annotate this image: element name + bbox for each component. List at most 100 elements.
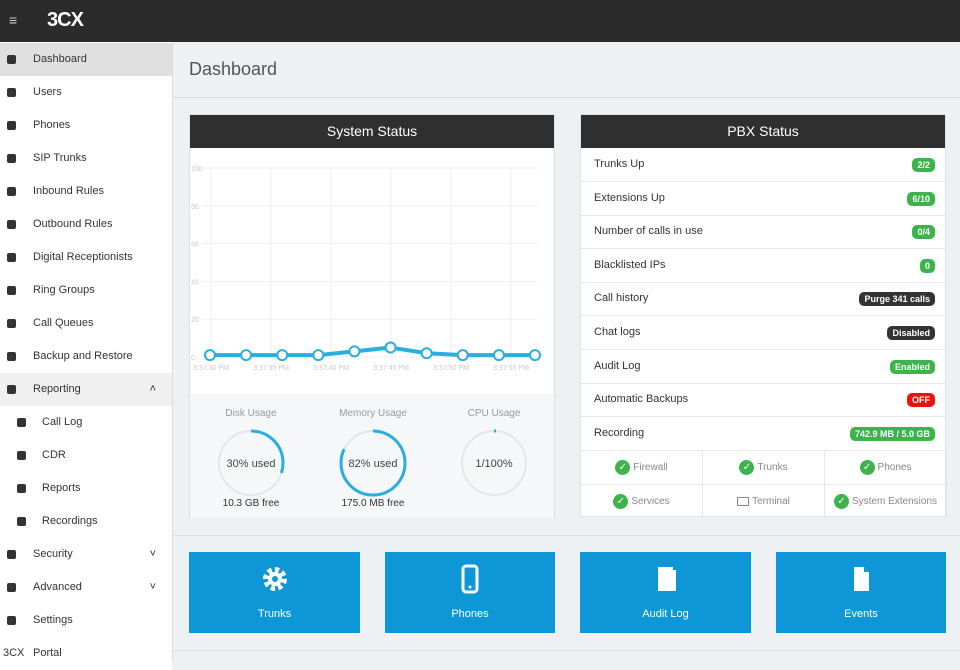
- nav-label: Inbound Rules: [33, 185, 104, 197]
- gauge-label: Memory Usage: [339, 408, 407, 419]
- nav-item[interactable]: Inbound Rules: [0, 175, 172, 208]
- status-row: Recording 742.9 MB / 5.0 GB: [581, 417, 947, 451]
- menu-icon[interactable]: ≡: [9, 12, 18, 28]
- status-row: Extensions Up 6/10: [581, 182, 947, 216]
- tile[interactable]: Audit Log: [580, 552, 751, 633]
- check-cell: ✓ System Extensions: [825, 483, 947, 518]
- x-tick-label: 3:37:30 PM: [193, 365, 229, 372]
- status-row: Trunks Up 2/2: [581, 148, 947, 182]
- tile-label: Events: [844, 608, 878, 620]
- nav-item[interactable]: Call Queues: [0, 307, 172, 340]
- gauge-value: 1/100%: [475, 458, 513, 470]
- nav-item[interactable]: Digital Receptionists: [0, 241, 172, 274]
- check-cell: Terminal: [703, 483, 825, 518]
- panel-title: System Status: [190, 115, 554, 148]
- status-row: Chat logs Disabled: [581, 316, 947, 350]
- nav-item[interactable]: Dashboard: [0, 43, 172, 76]
- data-point: [240, 349, 253, 362]
- nav-label: Outbound Rules: [33, 218, 113, 230]
- nav-item[interactable]: Backup and Restore: [0, 340, 172, 373]
- data-point: [420, 347, 433, 360]
- brand[interactable]: 3CX: [47, 9, 84, 31]
- nav-item[interactable]: SIP Trunks: [0, 142, 172, 175]
- nav-icon: [17, 451, 26, 460]
- gauge-footer: 10.3 GB free: [223, 498, 280, 509]
- nav-item[interactable]: Ring Groups: [0, 274, 172, 307]
- pbx-status-panel: PBX Status Trunks Up 2/2 Extensions Up 6/10…: [580, 114, 947, 518]
- check-label: Terminal: [752, 495, 790, 507]
- tile[interactable]: Events: [776, 552, 946, 633]
- data-line: [210, 345, 535, 358]
- nav-label: Call Queues: [33, 317, 94, 329]
- check-label: Firewall: [633, 462, 668, 474]
- sidebar: Dashboard Users Phones SIP Trunks Inbound Ru…: [0, 42, 173, 670]
- terminal-icon: [737, 496, 750, 506]
- nav-label: SIP Trunks: [33, 152, 87, 164]
- tile[interactable]: Phones: [385, 552, 555, 633]
- gauge-footer: 175.0 MB free: [342, 498, 405, 509]
- check-icon: ✓: [833, 493, 849, 509]
- line-chart: 0 20 40 60 80 100 3:37:30 PM 3:37:35 PM 3:37:40 …: [191, 166, 541, 372]
- nav-prefix: 3CX: [3, 647, 25, 659]
- status-badge: 2/2: [912, 158, 935, 172]
- nav-item[interactable]: Users: [0, 76, 172, 109]
- divider: [172, 97, 960, 98]
- check-label: System Extensions: [851, 495, 938, 507]
- x-tick-label: 3:37:35 PM: [253, 365, 289, 372]
- nav-subitem[interactable]: Call Log: [0, 406, 172, 439]
- chevron: ˄: [149, 383, 156, 395]
- data-point: [529, 349, 541, 362]
- nav-label: Call Log: [42, 416, 83, 428]
- status-label: Recording: [594, 426, 645, 439]
- nav-icon: [7, 352, 16, 361]
- nav-label: Recordings: [42, 515, 98, 527]
- check-icon: ✓: [615, 460, 631, 476]
- data-point: [276, 349, 289, 362]
- status-label: Automatic Backups: [594, 393, 689, 406]
- nav-item[interactable]: Reporting ˄: [0, 373, 172, 406]
- check-icon: ✓: [739, 460, 755, 476]
- divider: [172, 535, 960, 536]
- gauge-label: CPU Usage: [468, 408, 521, 419]
- nav-icon: [7, 55, 16, 64]
- nav-icon: [7, 154, 16, 163]
- check-label: Trunks: [757, 462, 788, 474]
- status-label: Number of calls in use: [594, 225, 703, 238]
- nav-icon: [7, 319, 16, 328]
- status-label: Call history: [594, 292, 649, 305]
- nav-item[interactable]: Advanced ˅: [0, 571, 172, 604]
- nav-label: Settings: [33, 614, 73, 626]
- data-point: [456, 349, 469, 362]
- nav-label: Digital Receptionists: [33, 251, 133, 263]
- nav-subitem[interactable]: Recordings: [0, 505, 172, 538]
- tile[interactable]: Trunks: [189, 552, 360, 633]
- check-label: Services: [631, 495, 670, 507]
- x-tick-label: 3:37:45 PM: [373, 365, 409, 372]
- data-point: [204, 349, 216, 362]
- nav-subitem[interactable]: CDR: [0, 439, 172, 472]
- nav-icon: [7, 583, 16, 592]
- nav-label: Phones: [33, 119, 71, 131]
- status-label: Trunks Up: [594, 158, 645, 170]
- page-title: Dashboard: [189, 59, 278, 79]
- data-point: [312, 349, 325, 362]
- nav-label: CDR: [42, 449, 66, 461]
- nav-icon: [7, 286, 16, 295]
- nav-subitem[interactable]: Reports: [0, 472, 172, 505]
- nav-item[interactable]: Phones: [0, 109, 172, 142]
- y-tick-label: 0: [191, 355, 195, 362]
- status-row: Audit Log Enabled: [581, 350, 947, 384]
- gauge-arc: [217, 429, 285, 497]
- nav-item[interactable]: Security ˅: [0, 538, 172, 571]
- status-badge: 0: [919, 258, 935, 273]
- gauge-value: 30% used: [227, 458, 276, 470]
- status-label: Chat logs: [594, 326, 641, 338]
- data-point: [384, 341, 397, 354]
- x-tick-label: 3:37:55 PM: [493, 365, 529, 372]
- status-row: Call history Purge 341 calls: [581, 282, 947, 317]
- nav-item[interactable]: 3CX Portal: [0, 637, 172, 670]
- nav-item[interactable]: Settings: [0, 604, 172, 637]
- nav-item[interactable]: Outbound Rules: [0, 208, 172, 241]
- status-badge: Purge 341 calls: [859, 292, 935, 307]
- book-icon: [657, 567, 676, 591]
